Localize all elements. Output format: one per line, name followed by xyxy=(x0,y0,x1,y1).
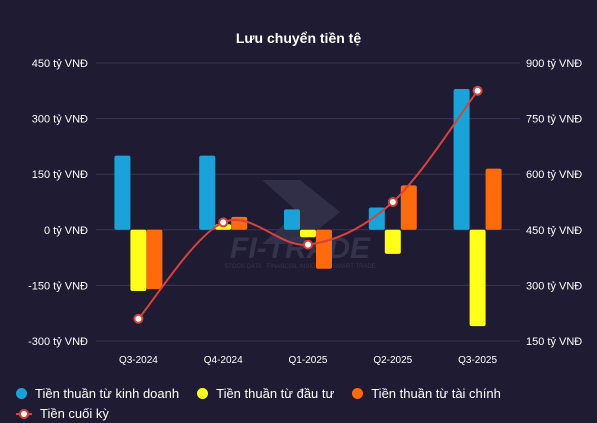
right-tick-label: 300 tỷ VNĐ xyxy=(526,280,582,292)
ending-cash-point[interactable] xyxy=(303,239,313,250)
x-tick-label: Q4-2024 xyxy=(204,355,243,366)
right-tick-label: 450 tỷ VNĐ xyxy=(526,225,582,237)
bar-investing[interactable] xyxy=(130,229,147,291)
legend-label: Tiền thuần từ đầu tư xyxy=(216,385,335,401)
grid xyxy=(96,62,520,342)
right-axis: 900 tỷ VNĐ 750 tỷ VNĐ 600 tỷ VNĐ 450 tỷ VNĐ… xyxy=(526,58,582,348)
bar-investing[interactable] xyxy=(384,229,401,254)
right-tick-label: 900 tỷ VNĐ xyxy=(526,58,582,70)
x-tick-label: Q3-2025 xyxy=(458,355,497,366)
ending-cash-point[interactable] xyxy=(218,217,229,228)
left-tick-label: -300 tỷ VNĐ xyxy=(28,336,88,348)
legend-item-operating[interactable]: Tiền thuần từ kinh doanh xyxy=(16,386,179,401)
right-tick-label: 600 tỷ VNĐ xyxy=(526,169,582,181)
bar-investing[interactable] xyxy=(469,229,486,327)
right-tick-label: 750 tỷ VNĐ xyxy=(526,114,582,126)
x-tick-label: Q3-2024 xyxy=(119,355,158,366)
x-tick-label: Q2-2025 xyxy=(373,355,412,366)
legend: Tiền thuần từ kinh doanh Tiền thuần từ đ… xyxy=(16,383,586,423)
legend-label: Tiền thuần từ tài chính xyxy=(371,385,501,401)
legend-label: Tiền cuối kỳ xyxy=(40,405,109,421)
x-axis: Q3-2024 Q4-2024 Q1-2025 Q2-2025 Q3-2025 xyxy=(119,355,498,366)
bar-operating[interactable] xyxy=(114,155,131,230)
legend-label: Tiền thuần từ kinh doanh xyxy=(35,385,180,401)
bars xyxy=(114,88,502,327)
bar-operating[interactable] xyxy=(199,155,216,230)
bar-operating[interactable] xyxy=(284,209,300,230)
ending-cash-point[interactable] xyxy=(133,313,144,324)
left-tick-label: -150 tỷ VNĐ xyxy=(28,280,88,292)
watermark-text: FI-TRADE xyxy=(230,232,371,265)
bar-financing[interactable] xyxy=(146,229,163,290)
legend-item-financing[interactable]: Tiền thuần từ tài chính xyxy=(352,386,501,401)
legend-item-ending-cash[interactable]: Tiền cuối kỳ xyxy=(16,406,109,421)
bar-financing[interactable] xyxy=(485,168,502,230)
left-tick-label: 0 tỷ VNĐ xyxy=(44,225,88,237)
legend-marker-icon xyxy=(352,387,364,399)
right-tick-label: 150 tỷ VNĐ xyxy=(526,336,582,348)
bar-investing[interactable] xyxy=(300,229,316,238)
x-tick-label: Q1-2025 xyxy=(289,355,328,366)
bar-operating[interactable] xyxy=(453,88,470,230)
left-tick-label: 150 tỷ VNĐ xyxy=(32,169,88,181)
left-tick-label: 300 tỷ VNĐ xyxy=(32,114,88,126)
legend-line-marker-icon xyxy=(16,408,32,419)
watermark-logo-icon xyxy=(262,180,340,244)
ending-cash-point[interactable] xyxy=(472,85,483,96)
left-tick-label: 450 tỷ VNĐ xyxy=(32,58,88,70)
watermark: FI-TRADE STOCK DATA · FINANCIAL INSIGHTS… xyxy=(224,180,376,270)
legend-marker-icon xyxy=(16,387,27,399)
legend-marker-icon xyxy=(197,387,209,399)
bar-financing[interactable] xyxy=(316,229,332,269)
bar-financing[interactable] xyxy=(400,185,417,230)
chart-title: Lưu chuyển tiền tệ xyxy=(235,30,362,46)
watermark-subtext: STOCK DATA · FINANCIAL INSIGHTS · SMART … xyxy=(224,264,375,270)
left-axis: 450 tỷ VNĐ 300 tỷ VNĐ 150 tỷ VNĐ 0 tỷ VNĐ -1… xyxy=(28,58,88,348)
ending-cash-point[interactable] xyxy=(387,197,398,207)
bar-financing[interactable] xyxy=(231,216,248,230)
line-series xyxy=(133,85,483,324)
legend-item-investing[interactable]: Tiền thuần từ đầu tư xyxy=(197,386,334,401)
